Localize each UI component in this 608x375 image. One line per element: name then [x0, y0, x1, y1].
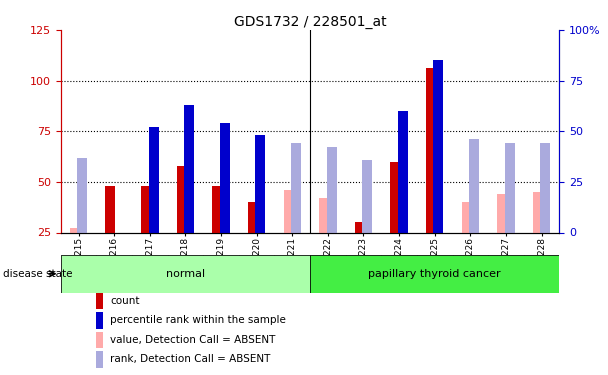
Text: normal: normal: [166, 269, 205, 279]
Bar: [141, 186, 151, 232]
Bar: [426, 69, 436, 232]
Bar: [77, 158, 88, 232]
Title: GDS1732 / 228501_at: GDS1732 / 228501_at: [233, 15, 387, 29]
Text: papillary thyroid cancer: papillary thyroid cancer: [368, 269, 501, 279]
Bar: [95, 332, 103, 348]
Bar: [97, 255, 132, 292]
Bar: [417, 255, 452, 292]
Bar: [283, 190, 294, 232]
Bar: [355, 222, 365, 232]
Bar: [505, 143, 514, 232]
Text: rank, Detection Call = ABSENT: rank, Detection Call = ABSENT: [111, 354, 271, 364]
Bar: [132, 255, 168, 292]
Text: disease state: disease state: [3, 269, 72, 279]
Bar: [541, 143, 550, 232]
Bar: [310, 255, 346, 292]
Bar: [346, 255, 381, 292]
Bar: [203, 255, 239, 292]
Bar: [488, 255, 523, 292]
Bar: [61, 255, 310, 292]
Bar: [177, 166, 187, 232]
Bar: [398, 111, 408, 232]
Bar: [461, 202, 472, 232]
Bar: [291, 143, 301, 232]
Bar: [95, 351, 103, 368]
Text: value, Detection Call = ABSENT: value, Detection Call = ABSENT: [111, 335, 276, 345]
Text: count: count: [111, 296, 140, 306]
Bar: [212, 186, 223, 232]
Bar: [326, 147, 337, 232]
Bar: [106, 186, 116, 232]
Bar: [434, 60, 443, 232]
Bar: [310, 255, 559, 292]
Bar: [469, 140, 479, 232]
Bar: [362, 160, 372, 232]
Bar: [452, 255, 488, 292]
Bar: [95, 312, 103, 328]
Bar: [381, 255, 417, 292]
Bar: [533, 192, 543, 232]
Bar: [168, 255, 203, 292]
Bar: [523, 255, 559, 292]
Bar: [184, 105, 194, 232]
Bar: [497, 194, 507, 232]
Bar: [248, 202, 258, 232]
Bar: [390, 162, 400, 232]
Text: percentile rank within the sample: percentile rank within the sample: [111, 315, 286, 325]
Bar: [148, 127, 159, 232]
Bar: [61, 255, 97, 292]
Bar: [239, 255, 274, 292]
Bar: [95, 292, 103, 309]
Bar: [255, 135, 265, 232]
Bar: [220, 123, 230, 232]
Bar: [70, 228, 80, 232]
Bar: [274, 255, 310, 292]
Bar: [319, 198, 329, 232]
